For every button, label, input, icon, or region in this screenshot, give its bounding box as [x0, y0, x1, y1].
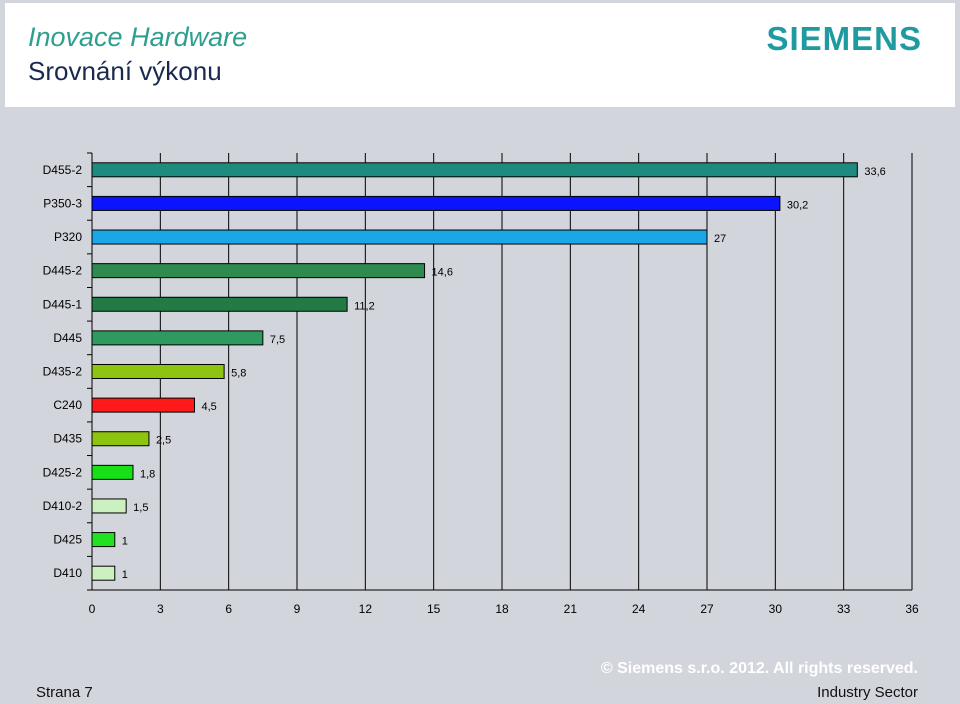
data-label: 4,5	[202, 401, 217, 413]
bar	[91, 532, 116, 548]
data-label: 1,8	[140, 468, 155, 480]
sector-label: Industry Sector	[817, 684, 918, 701]
x-tick-label: 27	[700, 602, 714, 616]
y-tick-label: D410	[53, 566, 82, 580]
page-subtitle: Srovnání výkonu	[28, 56, 222, 86]
x-tick-label: 21	[564, 602, 578, 616]
x-tick-label: 30	[769, 602, 783, 616]
bar	[91, 330, 264, 346]
x-tick-label: 36	[905, 602, 919, 616]
x-tick-label: 15	[427, 602, 441, 616]
x-tick-label: 9	[294, 602, 301, 616]
data-label: 11,2	[354, 300, 375, 312]
y-tick-label: D425	[53, 533, 82, 547]
y-tick-label: D445-1	[43, 297, 83, 311]
bar	[91, 397, 195, 413]
page-number: Strana 7	[36, 684, 93, 701]
data-label: 7,5	[270, 334, 285, 346]
header-panel	[5, 3, 955, 107]
bar	[91, 565, 116, 581]
data-label: 5,8	[231, 368, 246, 380]
x-tick-label: 24	[632, 602, 646, 616]
page-title: Inovace Hardware	[28, 22, 248, 52]
y-tick-label: P320	[54, 230, 82, 244]
bar	[91, 498, 127, 514]
bar	[91, 364, 225, 379]
data-label: 1	[122, 569, 128, 581]
x-tick-label: 18	[495, 602, 509, 616]
data-label: 30,2	[787, 199, 808, 211]
x-tick-label: 6	[225, 602, 232, 616]
y-tick-label: C240	[53, 398, 82, 412]
data-label: 1,5	[133, 502, 148, 514]
x-tick-label: 12	[359, 602, 373, 616]
y-tick-label: D435	[53, 432, 82, 446]
data-label: 1	[122, 536, 128, 548]
y-tick-label: D410-2	[43, 499, 83, 513]
siemens-logo: SIEMENS	[766, 20, 922, 57]
bar	[91, 229, 708, 245]
y-tick-label: D435-2	[43, 365, 83, 379]
y-tick-label: D445	[53, 331, 82, 345]
bar	[91, 195, 781, 211]
bar	[91, 263, 426, 279]
data-label: 14,6	[432, 267, 453, 279]
bar	[91, 431, 150, 447]
y-tick-label: D445-2	[43, 264, 83, 278]
data-label: 33,6	[864, 166, 885, 178]
y-tick-label: P350-3	[43, 196, 82, 210]
data-label: 27	[714, 233, 726, 245]
y-tick-label: D455-2	[43, 163, 83, 177]
data-label: 2,5	[156, 435, 171, 447]
copyright-text: © Siemens s.r.o. 2012. All rights reserv…	[600, 660, 918, 677]
x-tick-label: 33	[837, 602, 851, 616]
y-tick-label: D425-2	[43, 465, 83, 479]
x-tick-label: 3	[157, 602, 164, 616]
bar	[91, 162, 858, 178]
bar	[91, 464, 134, 480]
bar	[91, 296, 348, 312]
x-tick-label: 0	[89, 602, 96, 616]
